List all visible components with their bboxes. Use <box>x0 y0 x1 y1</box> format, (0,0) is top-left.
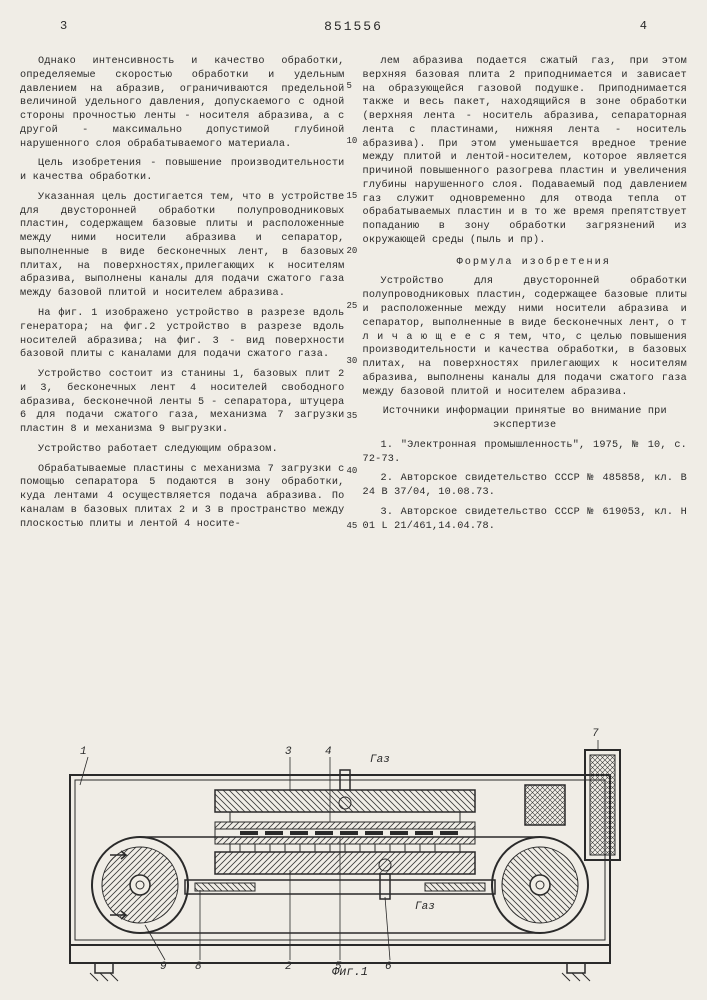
paragraph: На фиг. 1 изображено устройство в разрез… <box>20 307 345 362</box>
callout-2: 2 <box>285 960 292 975</box>
gas-label-top: Газ <box>370 753 390 768</box>
gas-label-bottom: Газ <box>415 900 435 915</box>
figure-label: Фиг.1 <box>332 964 368 980</box>
formula-title: Формула изобретения <box>363 256 688 270</box>
left-column: Однако интенсивность и качество обработк… <box>20 55 345 540</box>
paragraph: Обрабатываемые пластины с механизма 7 за… <box>20 463 345 532</box>
callout-1: 1 <box>80 745 87 760</box>
paragraph: Однако интенсивность и качество обработк… <box>20 55 345 151</box>
source-item: 1. "Электронная промышленность", 1975, №… <box>363 439 688 467</box>
source-item: 3. Авторское свидетельство СССР № 619053… <box>363 506 688 534</box>
page-number-right: 4 <box>640 18 647 34</box>
document-number: 851556 <box>324 18 383 36</box>
callout-8: 8 <box>195 960 202 975</box>
callout-6: 6 <box>385 960 392 975</box>
paragraph: Указанная цель достигается тем, что в ус… <box>20 191 345 301</box>
right-column: лем абразива подается сжатый газ, при эт… <box>363 55 688 540</box>
callout-9: 9 <box>160 960 167 975</box>
source-item: 2. Авторское свидетельство СССР № 485858… <box>363 472 688 500</box>
callout-7: 7 <box>592 727 599 742</box>
page-number-left: 3 <box>60 18 67 34</box>
technical-figure: 1 3 4 7 8 9 2 5 6 Газ Газ Фиг.1 <box>40 715 660 985</box>
paragraph: лем абразива подается сжатый газ, при эт… <box>363 55 688 248</box>
sources-title: Источники информации принятые во внимани… <box>363 405 688 433</box>
callout-3: 3 <box>285 745 292 760</box>
paragraph: Устройство для двусторонней обработки по… <box>363 275 688 399</box>
figure-svg <box>40 715 660 985</box>
paragraph: Цель изобретения - повышение производите… <box>20 157 345 185</box>
callout-4: 4 <box>325 745 332 760</box>
paragraph: Устройство состоит из станины 1, базовых… <box>20 368 345 437</box>
paragraph: Устройство работает следующим образом. <box>20 443 345 457</box>
